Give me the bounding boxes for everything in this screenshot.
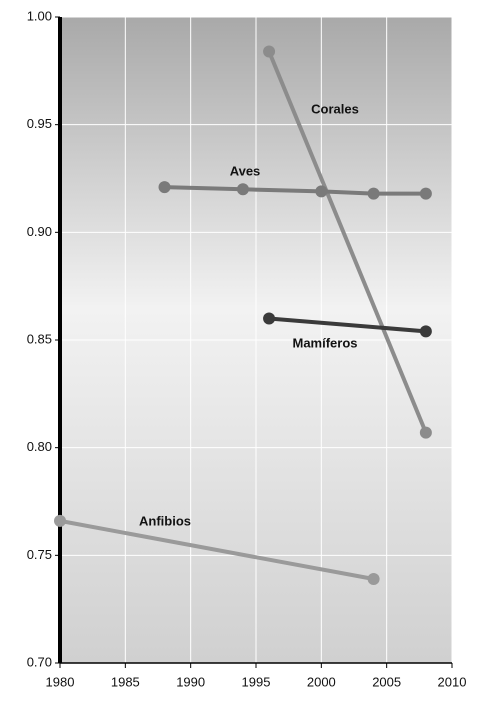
data-point xyxy=(54,515,66,527)
data-point xyxy=(368,188,380,200)
data-point xyxy=(263,45,275,57)
series-label: Anfibios xyxy=(139,513,191,528)
series-label: Mamíferos xyxy=(292,335,357,350)
x-tick-label: 2005 xyxy=(372,674,401,689)
y-tick-label: 0.85 xyxy=(27,331,52,346)
y-tick-label: 0.90 xyxy=(27,224,52,239)
data-point xyxy=(420,188,432,200)
x-tick-label: 2000 xyxy=(307,674,336,689)
y-tick-label: 1.00 xyxy=(27,8,52,23)
data-point xyxy=(159,181,171,193)
y-tick-label: 0.70 xyxy=(27,654,52,669)
y-tick-label: 0.80 xyxy=(27,439,52,454)
chart: 1980 1985 1990 1995 2000 2005 2010 0.70 0.75 0.80… xyxy=(0,0,477,696)
data-point xyxy=(420,427,432,439)
data-point xyxy=(315,185,327,197)
data-point xyxy=(368,573,380,585)
x-tick-label: 2010 xyxy=(438,674,467,689)
data-point xyxy=(237,183,249,195)
series-label: Corales xyxy=(311,101,359,116)
y-tick-label: 0.75 xyxy=(27,547,52,562)
x-tick-label: 1985 xyxy=(111,674,140,689)
data-point xyxy=(420,325,432,337)
series-label: Aves xyxy=(230,163,261,178)
x-tick-label: 1990 xyxy=(176,674,205,689)
x-tick-label: 1980 xyxy=(46,674,75,689)
x-tick-label: 1995 xyxy=(242,674,271,689)
y-tick-label: 0.95 xyxy=(27,116,52,131)
data-point xyxy=(263,312,275,324)
